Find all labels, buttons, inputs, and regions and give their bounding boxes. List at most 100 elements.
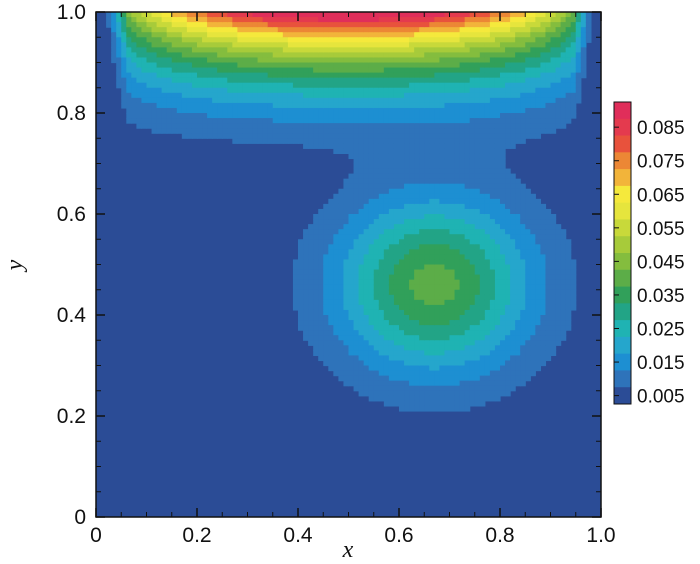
contour-cell bbox=[308, 52, 314, 59]
contour-cell bbox=[303, 47, 309, 53]
contour-cell bbox=[510, 62, 516, 69]
contour-cell bbox=[146, 118, 153, 124]
contour-cell bbox=[419, 294, 425, 301]
contour-cell bbox=[404, 173, 410, 180]
contour-cell bbox=[303, 320, 309, 326]
contour-cell bbox=[424, 350, 430, 356]
contour-cell bbox=[353, 12, 360, 18]
contour-cell bbox=[378, 47, 385, 53]
contour-cell bbox=[348, 173, 355, 180]
contour-cell bbox=[358, 249, 365, 255]
contour-cell bbox=[303, 309, 309, 316]
contour-cell bbox=[469, 224, 476, 230]
contour-cell bbox=[348, 350, 355, 356]
contour-cell bbox=[439, 299, 446, 306]
contour-cell bbox=[399, 82, 405, 89]
contour-cell bbox=[409, 274, 415, 281]
contour-cell bbox=[449, 400, 456, 407]
contour-cell bbox=[333, 214, 339, 220]
contour-cell bbox=[222, 87, 228, 94]
contour-cell bbox=[237, 113, 244, 119]
contour-cell bbox=[409, 390, 415, 397]
contour-cell bbox=[525, 269, 531, 276]
contour-cell bbox=[141, 113, 148, 119]
contour-cell bbox=[500, 219, 506, 225]
contour-cell bbox=[419, 279, 425, 286]
contour-cell bbox=[494, 375, 501, 382]
contour-cell bbox=[424, 102, 430, 109]
contour-cell bbox=[424, 183, 430, 190]
contour-cell bbox=[555, 284, 562, 291]
contour-cell bbox=[545, 279, 552, 286]
contour-cell bbox=[484, 118, 491, 124]
contour-cell bbox=[156, 113, 163, 119]
contour-cell bbox=[414, 330, 420, 336]
contour-cell bbox=[520, 37, 526, 43]
contour-cell bbox=[323, 345, 329, 351]
contour-cell bbox=[444, 360, 451, 367]
contour-cell bbox=[383, 370, 390, 377]
contour-cell bbox=[449, 375, 456, 382]
contour-cell bbox=[333, 72, 339, 79]
contour-cell bbox=[479, 188, 486, 195]
contour-cell bbox=[348, 87, 355, 94]
contour-cell bbox=[282, 72, 289, 79]
contour-cell bbox=[303, 264, 309, 271]
contour-cell bbox=[479, 254, 486, 261]
contour-cell bbox=[303, 92, 309, 99]
contour-cell bbox=[494, 153, 501, 160]
contour-cell bbox=[176, 17, 183, 23]
contour-cell bbox=[414, 37, 420, 43]
contour-cell bbox=[500, 325, 506, 331]
contour-cell bbox=[353, 309, 360, 316]
contour-cell bbox=[555, 239, 562, 245]
contour-cell bbox=[323, 123, 329, 129]
contour-cell bbox=[474, 214, 481, 220]
contour-cell bbox=[373, 57, 380, 64]
contour-cell bbox=[207, 107, 213, 114]
contour-cell bbox=[323, 239, 329, 245]
contour-cell bbox=[308, 264, 314, 271]
contour-cell bbox=[373, 47, 380, 53]
contour-cell bbox=[378, 133, 385, 139]
contour-cell bbox=[318, 133, 324, 139]
contour-cell bbox=[323, 42, 329, 48]
contour-cell bbox=[399, 153, 405, 160]
contour-cell bbox=[191, 42, 198, 48]
contour-cell bbox=[388, 309, 395, 316]
contour-cell bbox=[444, 335, 451, 341]
contour-cell bbox=[242, 52, 249, 59]
contour-cell bbox=[570, 299, 577, 306]
contour-cell bbox=[126, 67, 132, 74]
contour-cell bbox=[454, 229, 461, 235]
contour-cell bbox=[242, 87, 249, 94]
contour-cell bbox=[429, 299, 435, 306]
contour-cell bbox=[202, 12, 208, 18]
contour-cell bbox=[232, 118, 238, 124]
contour-cell bbox=[292, 62, 299, 69]
contour-cell bbox=[459, 284, 466, 291]
contour-cell bbox=[510, 67, 516, 74]
contour-cell bbox=[217, 52, 223, 59]
contour-cell bbox=[348, 244, 355, 250]
contour-cell bbox=[272, 37, 279, 43]
contour-cell bbox=[191, 57, 198, 64]
contour-cell bbox=[373, 82, 380, 89]
contour-cell bbox=[141, 52, 148, 59]
contour-cell bbox=[520, 315, 526, 321]
contour-cell bbox=[399, 128, 405, 134]
contour-cell bbox=[510, 370, 516, 377]
contour-cell bbox=[585, 17, 592, 23]
contour-cell bbox=[399, 405, 405, 412]
contour-cell bbox=[414, 183, 420, 190]
contour-cell bbox=[510, 365, 516, 372]
contour-cell bbox=[373, 173, 380, 180]
contour-cell bbox=[267, 12, 274, 18]
contour-cell bbox=[459, 158, 466, 165]
contour-cell bbox=[338, 22, 345, 28]
contour-cell bbox=[368, 203, 375, 210]
contour-cell bbox=[494, 360, 501, 367]
contour-cell bbox=[333, 193, 339, 200]
contour-cell bbox=[373, 42, 380, 48]
contour-cell bbox=[444, 355, 451, 362]
